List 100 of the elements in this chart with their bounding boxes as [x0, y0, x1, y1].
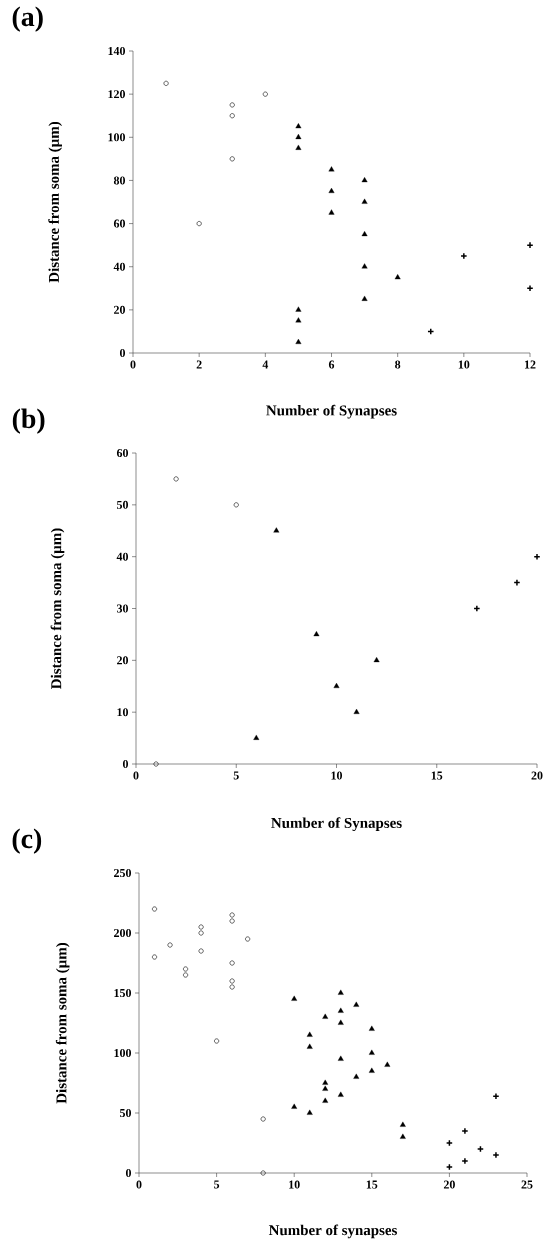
y-tick-label: 80 [113, 176, 126, 185]
x-tick-label: 6 [328, 360, 335, 369]
x-tick-label: 10 [289, 1180, 300, 1189]
point [322, 1079, 329, 1085]
x-tick-label: 15 [366, 1180, 378, 1189]
point [394, 274, 401, 280]
chart-title: (c) [12, 828, 42, 854]
y-tick-label: 0 [119, 348, 126, 358]
point [361, 231, 368, 237]
x-tick-label: 0 [136, 1180, 142, 1189]
y-tick-label: 100 [108, 133, 126, 142]
point [229, 984, 235, 990]
x-tick-label: 25 [521, 1180, 533, 1189]
point [198, 930, 204, 936]
point [337, 1019, 344, 1025]
point [353, 1073, 360, 1079]
y-tick-label: 0 [122, 759, 129, 769]
x-tick-label: 12 [524, 360, 536, 369]
point [167, 942, 173, 948]
point [229, 102, 235, 108]
point [291, 1103, 298, 1109]
point [337, 1055, 344, 1061]
point [461, 1157, 469, 1165]
x-tick-label: 10 [458, 360, 470, 369]
y-tick-label: 10 [117, 708, 129, 717]
y-axis-title: Distance from soma (µm) [55, 942, 70, 1104]
point [253, 734, 260, 740]
point [492, 1151, 500, 1159]
point [229, 960, 235, 966]
point [295, 133, 302, 140]
point [333, 682, 340, 689]
y-tick-label: 60 [116, 448, 129, 458]
y-tick-label: 0 [125, 1168, 132, 1178]
y-tick-label: 150 [114, 988, 132, 998]
chart-title: (a) [12, 6, 43, 32]
x-tick-label: 5 [214, 1180, 220, 1189]
point [460, 252, 468, 260]
point [295, 317, 302, 323]
point [361, 198, 368, 204]
point [273, 527, 280, 533]
y-axis-title: Distance from soma (µm) [48, 121, 62, 283]
y-axis-title: Distance from soma (µm) [50, 528, 65, 689]
point [328, 209, 335, 215]
point [153, 761, 159, 767]
point [368, 1067, 375, 1073]
y-tick-label: 250 [114, 868, 132, 878]
point [306, 1109, 313, 1115]
y-tick-label: 120 [108, 90, 126, 99]
point [306, 1031, 313, 1037]
point [291, 995, 298, 1001]
point [245, 936, 251, 942]
point [322, 1013, 329, 1019]
point [163, 80, 169, 86]
point [173, 476, 179, 482]
x-tick-label: 4 [262, 360, 269, 369]
point [229, 978, 235, 984]
x-tick-label: 8 [395, 360, 401, 369]
x-tick-label: 5 [233, 771, 239, 780]
x-axis-title: Number of Synapses [266, 404, 397, 419]
y-tick-label: 60 [113, 219, 126, 228]
point [260, 1170, 266, 1176]
y-tick-label: 200 [114, 928, 132, 938]
point [361, 177, 368, 183]
point [229, 918, 235, 924]
point [399, 1133, 406, 1139]
x-tick-label: 10 [331, 771, 343, 780]
y-tick-label: 50 [117, 500, 129, 509]
point [368, 1025, 375, 1031]
point [229, 113, 235, 119]
point [260, 1116, 266, 1122]
point [353, 708, 360, 714]
point [295, 338, 302, 344]
point [353, 1001, 360, 1007]
y-tick-label: 20 [114, 305, 126, 314]
point [152, 906, 158, 912]
point [306, 1043, 313, 1049]
x-tick-label: 2 [196, 360, 202, 369]
point [328, 187, 335, 193]
y-tick-label: 40 [113, 262, 126, 271]
point [152, 954, 158, 960]
y-tick-label: 100 [114, 1048, 132, 1058]
point [214, 1038, 220, 1044]
point [361, 295, 368, 301]
point [233, 502, 239, 508]
x-axis-title: Number of synapses [268, 1224, 397, 1239]
point [295, 306, 302, 312]
point [183, 972, 189, 978]
y-tick-label: 20 [117, 656, 129, 665]
point [492, 1092, 500, 1100]
point [337, 1091, 344, 1097]
point [229, 156, 235, 162]
point [399, 1121, 406, 1127]
chart-title: (b) [12, 408, 45, 434]
x-tick-label: 20 [443, 1180, 455, 1189]
point [295, 144, 302, 150]
point [198, 924, 204, 930]
x-tick-label: 0 [133, 771, 139, 780]
point [183, 966, 189, 972]
point [322, 1085, 329, 1091]
y-tick-label: 50 [120, 1108, 132, 1118]
